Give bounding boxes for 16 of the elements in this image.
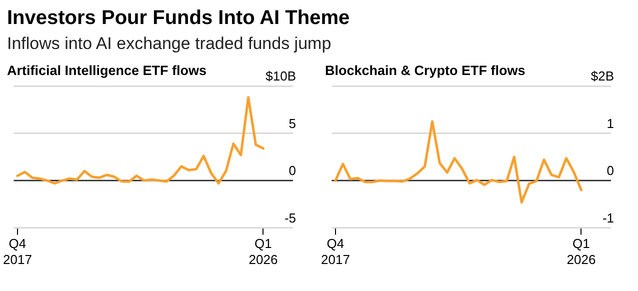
y-tick-label: 1: [606, 116, 614, 131]
y-tick-label: 5: [288, 116, 296, 131]
y-tick-label: 0: [606, 163, 614, 178]
x-tick-label: Q4 2017: [3, 236, 32, 267]
y-tick-label: -5: [284, 210, 296, 226]
text: Investors Pour Funds Into AI Theme: [7, 6, 351, 30]
x-tick-label: Q1 2026: [248, 236, 278, 267]
y-tick-label: $2B: [590, 68, 614, 84]
y-tick-label: -1: [602, 210, 614, 226]
x-tick-label: Q1 2026: [566, 236, 596, 267]
y-tick-label: $10B: [266, 68, 296, 84]
x-tick-label: Q4 2017: [321, 236, 350, 267]
chart-title: Artificial Intelligence ETF flows: [7, 63, 207, 78]
y-tick-label: 0: [288, 163, 296, 178]
chart-title: Blockchain & Crypto ETF flows: [325, 63, 526, 78]
text: Inflows into AI exchange traded funds jump: [7, 33, 332, 55]
